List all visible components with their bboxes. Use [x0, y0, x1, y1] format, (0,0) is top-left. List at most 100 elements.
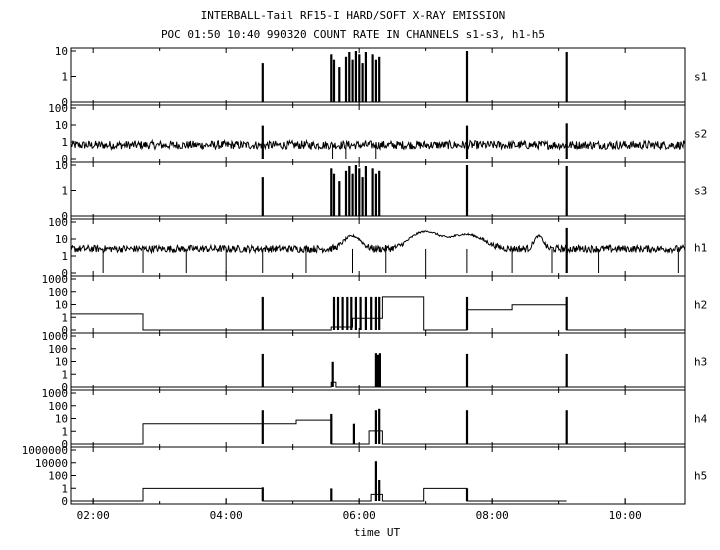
spike-s3 [344, 170, 348, 216]
spike-h3 [261, 353, 264, 387]
spike-h4 [330, 413, 333, 444]
spike-s3 [364, 166, 367, 216]
x-tick-label: 10:00 [609, 509, 642, 522]
spike-s3 [371, 168, 374, 216]
spike-h2 [336, 296, 340, 330]
y-tick-label: 1000 [42, 330, 69, 343]
spike-h2 [332, 296, 336, 330]
series-line-h1 [70, 230, 686, 255]
spike-h3 [465, 353, 469, 387]
x-axis-label: time UT [354, 526, 401, 539]
spike-s1 [364, 52, 367, 102]
spike-s3 [330, 168, 333, 216]
channel-label-h1: h1 [694, 242, 707, 255]
spike-s3 [358, 168, 361, 216]
spike-h4 [352, 423, 355, 444]
y-tick-label: 1000 [42, 273, 69, 286]
y-tick-label: 1 [61, 311, 68, 324]
spike-h2 [374, 296, 377, 330]
spike-h5 [378, 480, 381, 501]
y-tick-label: 1 [61, 185, 68, 198]
spike-h2 [350, 296, 353, 330]
spike-s3 [378, 170, 381, 216]
spike-s1 [348, 52, 351, 102]
spike-h2 [370, 296, 373, 330]
spike-h2 [378, 296, 381, 330]
y-tick-label: 10 [55, 45, 68, 58]
y-tick-label: 10000 [35, 457, 68, 470]
y-tick-label: 1000000 [22, 444, 68, 457]
y-tick-label: 0 [61, 96, 68, 109]
y-tick-label: 0 [61, 438, 68, 451]
y-tick-label: 0 [61, 495, 68, 508]
panel-frame [70, 161, 686, 220]
spike-s3 [338, 181, 341, 216]
y-tick-label: 1 [61, 425, 68, 438]
y-tick-label: 10 [55, 159, 68, 172]
spike-h5 [465, 488, 469, 501]
spike-h2 [565, 296, 568, 330]
spike-h4 [261, 410, 264, 444]
y-tick-label: 1000 [42, 387, 69, 400]
chart-title: INTERBALL-Tail RF15-I HARD/SOFT X-RAY EM… [201, 9, 506, 22]
spike-s1 [351, 59, 354, 102]
channel-label-s1: s1 [694, 71, 707, 84]
y-tick-label: 1 [61, 71, 68, 84]
spike-s1 [378, 56, 381, 102]
spike-s1 [338, 67, 341, 102]
spike-s1 [261, 63, 264, 102]
spike-h4 [465, 410, 469, 444]
spike-s3 [565, 166, 568, 216]
y-tick-label: 0 [61, 210, 68, 223]
panel-frame [70, 389, 686, 448]
spike-s3 [361, 177, 364, 216]
x-axis: 02:00 04:00 06:00 08:00 10:00 [77, 498, 642, 522]
y-tick-label: 0 [61, 267, 68, 280]
x-tick-label: 02:00 [77, 509, 110, 522]
x-tick-label: 06:00 [343, 509, 376, 522]
spike-h1 [565, 227, 568, 273]
y-tick-label: 10 [55, 356, 68, 369]
spike-h3 [378, 353, 381, 387]
y-tick-label: 0 [61, 153, 68, 166]
spike-h4 [374, 410, 377, 444]
spike-s1 [332, 59, 336, 102]
spike-s3 [354, 165, 357, 216]
spike-h4 [378, 408, 381, 444]
spike-s1 [344, 56, 348, 102]
spike-h3 [376, 354, 379, 387]
y-tick-label: 100 [48, 470, 68, 483]
spike-h2 [354, 296, 357, 330]
panel-frame [70, 104, 686, 163]
spike-s3 [332, 173, 336, 216]
spike-s3 [348, 166, 351, 216]
y-tick-label: 10 [55, 233, 68, 246]
spike-s1 [374, 59, 377, 102]
spike-h2 [359, 296, 362, 330]
channel-label-h5: h5 [694, 470, 707, 483]
panel-frame [70, 275, 686, 334]
panel-frame [70, 47, 686, 106]
channel-label-s2: s2 [694, 128, 707, 141]
spike-s2 [565, 123, 568, 159]
y-tick-label: 100 [48, 216, 68, 229]
series-line-h4 [71, 419, 685, 445]
spike-h3 [331, 361, 334, 387]
spike-s1 [354, 51, 357, 102]
x-tick-label: 04:00 [210, 509, 243, 522]
spike-s3 [465, 165, 469, 216]
channel-label-s3: s3 [694, 185, 707, 198]
spike-s3 [261, 177, 264, 216]
y-tick-label: 1 [61, 482, 68, 495]
y-tick-label: 100 [48, 343, 68, 356]
channel-label-h3: h3 [694, 356, 707, 369]
y-tick-label: 100 [48, 102, 68, 115]
channel-label-h4: h4 [694, 413, 708, 426]
y-tick-label: 10 [55, 299, 68, 312]
spike-s3 [351, 173, 354, 216]
spike-h2 [261, 296, 264, 330]
y-tick-label: 0 [61, 381, 68, 394]
